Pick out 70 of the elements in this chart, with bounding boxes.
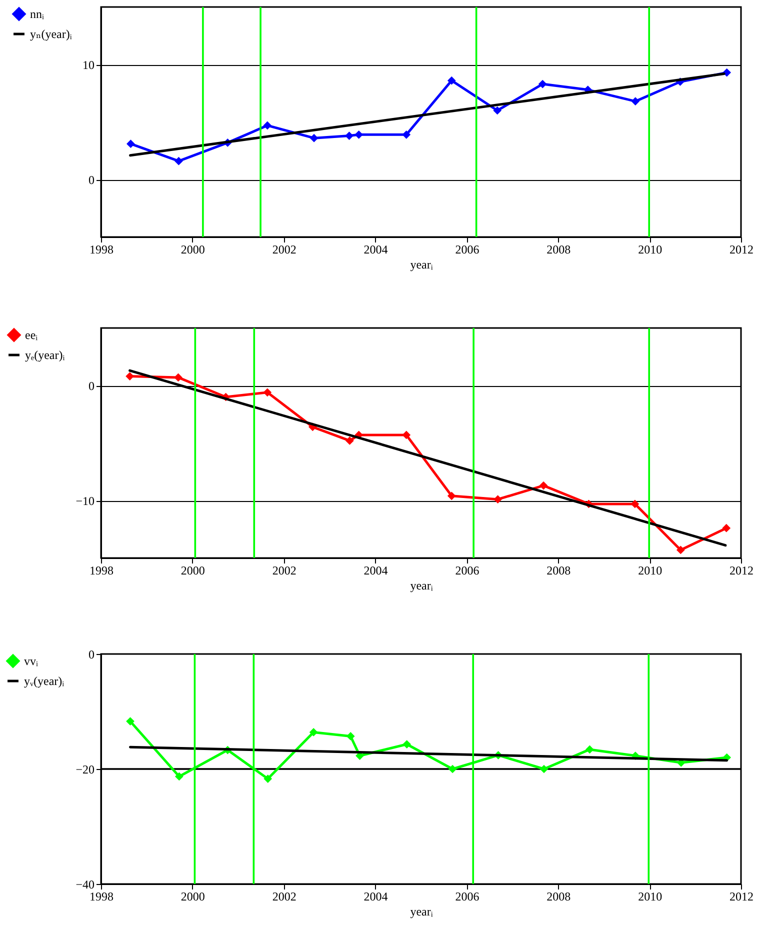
point: [540, 764, 548, 774]
point: [539, 481, 548, 490]
point: [493, 106, 502, 115]
x-tick-label: 2002: [272, 564, 296, 578]
y-tick-label: −10: [76, 494, 94, 508]
point: [402, 740, 412, 748]
x-tick-label: 2000: [180, 242, 205, 256]
y-tick-label: −40: [76, 878, 94, 892]
point: [174, 373, 182, 382]
point: [494, 495, 502, 504]
point: [402, 130, 411, 139]
point: [346, 732, 355, 740]
x-tick-label: 1998: [90, 242, 114, 256]
point: [309, 728, 318, 736]
y-tick-label: 10: [82, 58, 94, 72]
point: [402, 430, 411, 440]
y-tick-label: 0: [88, 173, 94, 187]
x-tick-label: 2012: [730, 890, 754, 904]
point: [263, 388, 272, 397]
x-tick-label: 2002: [272, 890, 296, 904]
point: [346, 436, 354, 445]
point: [631, 97, 640, 106]
x-tick-label: 2012: [730, 564, 754, 578]
point: [174, 156, 183, 166]
legend-label: yᵥ(year)ᵢ: [24, 674, 64, 688]
point: [264, 774, 272, 783]
x-tick-label: 2008: [546, 890, 571, 904]
x-tick-label: 2006: [455, 890, 480, 904]
point: [586, 745, 594, 754]
x-tick-label: 2004: [364, 242, 388, 256]
legend-label: yₙ(year)ᵢ: [30, 27, 72, 41]
point: [263, 121, 272, 130]
x-axis-title: yearᵢ: [410, 258, 433, 272]
x-tick-label: 2006: [455, 242, 480, 256]
x-tick-label: 2012: [730, 242, 754, 256]
x-tick-label: 2004: [364, 890, 388, 904]
point: [676, 546, 685, 554]
x-tick-label: 2008: [546, 564, 571, 578]
x-axis-title: yearᵢ: [410, 578, 433, 592]
legend-label: eeᵢ: [25, 328, 38, 342]
point: [448, 764, 457, 774]
x-tick-label: 1998: [90, 564, 114, 578]
y-tick-label: 0: [88, 648, 94, 662]
legend-label: yₑ(year)ᵢ: [25, 348, 65, 362]
point: [630, 500, 640, 508]
point: [126, 140, 135, 148]
legend-label: vvᵢ: [24, 654, 38, 668]
x-tick-label: 2010: [638, 890, 662, 904]
legend-label: nnᵢ: [30, 7, 44, 21]
x-tick-label: 2006: [455, 564, 480, 578]
y-tick-label: −20: [76, 762, 94, 776]
point: [126, 372, 134, 380]
x-tick-label: 2002: [272, 242, 296, 256]
x-tick-label: 2004: [364, 564, 388, 578]
y-tick-label: 0: [88, 379, 94, 393]
point: [174, 772, 184, 781]
point: [538, 80, 547, 88]
point: [447, 76, 456, 85]
point: [447, 492, 456, 500]
x-tick-label: 2008: [546, 242, 571, 256]
x-tick-label: 2010: [638, 564, 662, 578]
x-tick-label: 2010: [638, 242, 662, 256]
x-tick-label: 2000: [180, 564, 205, 578]
x-tick-label: 1998: [90, 890, 114, 904]
point: [310, 134, 318, 142]
x-axis-title: yearᵢ: [410, 904, 433, 918]
point: [345, 132, 354, 140]
point: [722, 524, 731, 532]
x-tick-label: 2000: [180, 890, 205, 904]
point: [126, 717, 134, 726]
